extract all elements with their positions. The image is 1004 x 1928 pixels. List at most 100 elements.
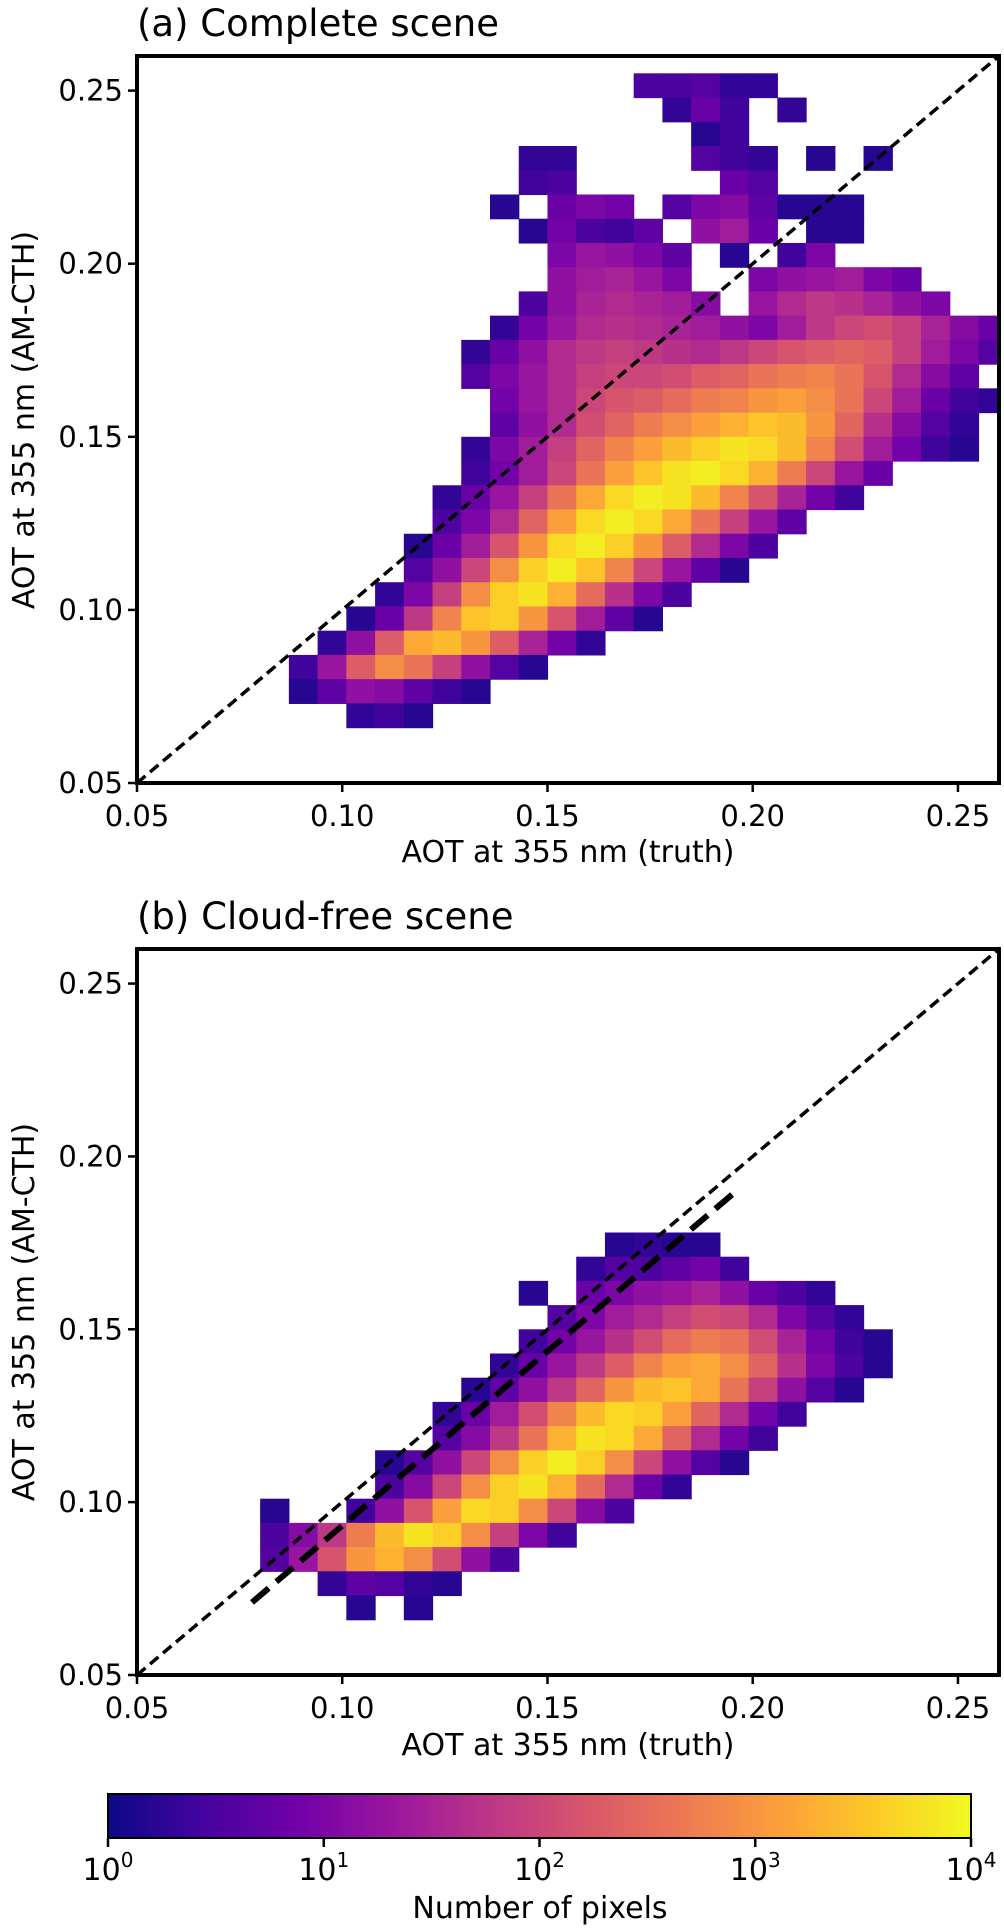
- heatmap-cell: [576, 630, 606, 656]
- heatmap-cell: [490, 1401, 520, 1427]
- heatmap-cell: [604, 194, 635, 220]
- heatmap-cell: [633, 606, 664, 632]
- heatmap-cell: [806, 1353, 836, 1379]
- heatmap-cell: [834, 485, 865, 511]
- heatmap-cell: [461, 582, 491, 608]
- x-tick-label: 0.25: [926, 1691, 991, 1725]
- heatmap-cell: [978, 315, 999, 341]
- heatmap-cell: [863, 364, 893, 389]
- heatmap-cell: [518, 412, 549, 438]
- heatmap-cell: [547, 1498, 577, 1524]
- heatmap-cell: [662, 1426, 692, 1451]
- heatmap-cell: [547, 315, 577, 341]
- heatmap-cell: [576, 485, 606, 511]
- heatmap-cell: [662, 267, 692, 293]
- heatmap-cell: [834, 315, 865, 341]
- colorbar-gradient: [107, 1793, 972, 1839]
- heatmap-cell: [806, 412, 836, 438]
- heatmap-cell: [490, 1426, 520, 1451]
- heatmap-cell: [691, 412, 721, 438]
- panel-a: (a) Complete scene 0.05 0.10 0.15 0.20 0.25 …: [7, 2, 1001, 870]
- heatmap-cell: [403, 654, 434, 680]
- heatmap-cell: [748, 485, 778, 511]
- heatmap-cell: [892, 412, 922, 438]
- heatmap-cell: [892, 364, 922, 389]
- heatmap-cell: [518, 364, 549, 389]
- heatmap-cell: [748, 267, 778, 293]
- heatmap-cell: [748, 146, 778, 171]
- heatmap-cell: [576, 291, 606, 317]
- x-tick-label: 0.15: [515, 1691, 580, 1725]
- heatmap-cell: [834, 1305, 865, 1330]
- heatmap-cell: [461, 461, 491, 486]
- heatmap-cell: [691, 1377, 721, 1403]
- heatmap-cell: [719, 1256, 750, 1282]
- heatmap-cell: [719, 121, 750, 147]
- heatmap-cell: [432, 1450, 462, 1476]
- heatmap-cell: [403, 703, 434, 729]
- heatmap-cell: [691, 1450, 721, 1476]
- heatmap-cell: [518, 557, 549, 583]
- heatmap-cell: [317, 654, 347, 680]
- heatmap-cell: [719, 1305, 750, 1330]
- panel-b-xticks: 0.05 0.10 0.15 0.20 0.25: [105, 1675, 991, 1725]
- heatmap-cell: [777, 1377, 807, 1403]
- heatmap-cell: [547, 606, 577, 632]
- heatmap-cell: [691, 1353, 721, 1379]
- colorbar-tick-label: 101: [298, 1848, 349, 1888]
- one-to-one-line: [137, 949, 999, 1675]
- heatmap-cell: [490, 533, 520, 559]
- heatmap-cell: [633, 1450, 664, 1476]
- heatmap-cell: [576, 364, 606, 389]
- heatmap-cell: [576, 606, 606, 632]
- heatmap-cell: [633, 1305, 664, 1330]
- heatmap-cell: [633, 1280, 664, 1306]
- heatmap-cell: [432, 557, 462, 583]
- heatmap-cell: [604, 267, 635, 293]
- heatmap-cell: [403, 1595, 434, 1621]
- heatmap-cell: [633, 1377, 664, 1403]
- heatmap-cell: [461, 1474, 491, 1500]
- heatmap-cell: [748, 218, 778, 244]
- heatmap-cell: [346, 654, 376, 680]
- heatmap-cell: [719, 339, 750, 365]
- heatmap-cell: [691, 194, 721, 220]
- heatmap-cell: [547, 218, 577, 244]
- heatmap-cell: [346, 679, 376, 704]
- heatmap-cell: [461, 509, 491, 535]
- heatmap-cell: [806, 218, 836, 244]
- heatmap-cell: [518, 339, 549, 365]
- heatmap-cell: [432, 1522, 462, 1548]
- y-tick-label: 0.20: [58, 1139, 123, 1173]
- heatmap-cell: [547, 146, 577, 171]
- heatmap-cell: [346, 1547, 376, 1572]
- heatmap-cell: [748, 1401, 778, 1427]
- heatmap-cell: [461, 679, 491, 704]
- heatmap-cell: [518, 606, 549, 632]
- heatmap-cell: [547, 533, 577, 559]
- heatmap-cell: [432, 630, 462, 656]
- heatmap-cell: [691, 97, 721, 123]
- heatmap-cell: [662, 97, 692, 123]
- heatmap-cell: [806, 364, 836, 389]
- heatmap-cell: [576, 1353, 606, 1379]
- heatmap-cell: [777, 412, 807, 438]
- heatmap-cell: [921, 388, 951, 414]
- heatmap-cell: [633, 267, 664, 293]
- heatmap-cell: [461, 557, 491, 583]
- heatmap-cell: [576, 436, 606, 462]
- heatmap-cell: [834, 436, 865, 462]
- heatmap-cell: [375, 1522, 405, 1548]
- heatmap-cell: [719, 315, 750, 341]
- heatmap-cell: [432, 1498, 462, 1524]
- y-tick-label: 0.25: [58, 967, 123, 1001]
- heatmap-cell: [949, 339, 980, 365]
- heatmap-cell: [518, 630, 549, 656]
- heatmap-cell: [604, 461, 635, 486]
- heatmap-cell: [604, 1353, 635, 1379]
- heatmap-cell: [490, 606, 520, 632]
- heatmap-cell: [834, 339, 865, 365]
- heatmap-cell: [518, 1377, 549, 1403]
- one-to-one-line: [137, 56, 999, 783]
